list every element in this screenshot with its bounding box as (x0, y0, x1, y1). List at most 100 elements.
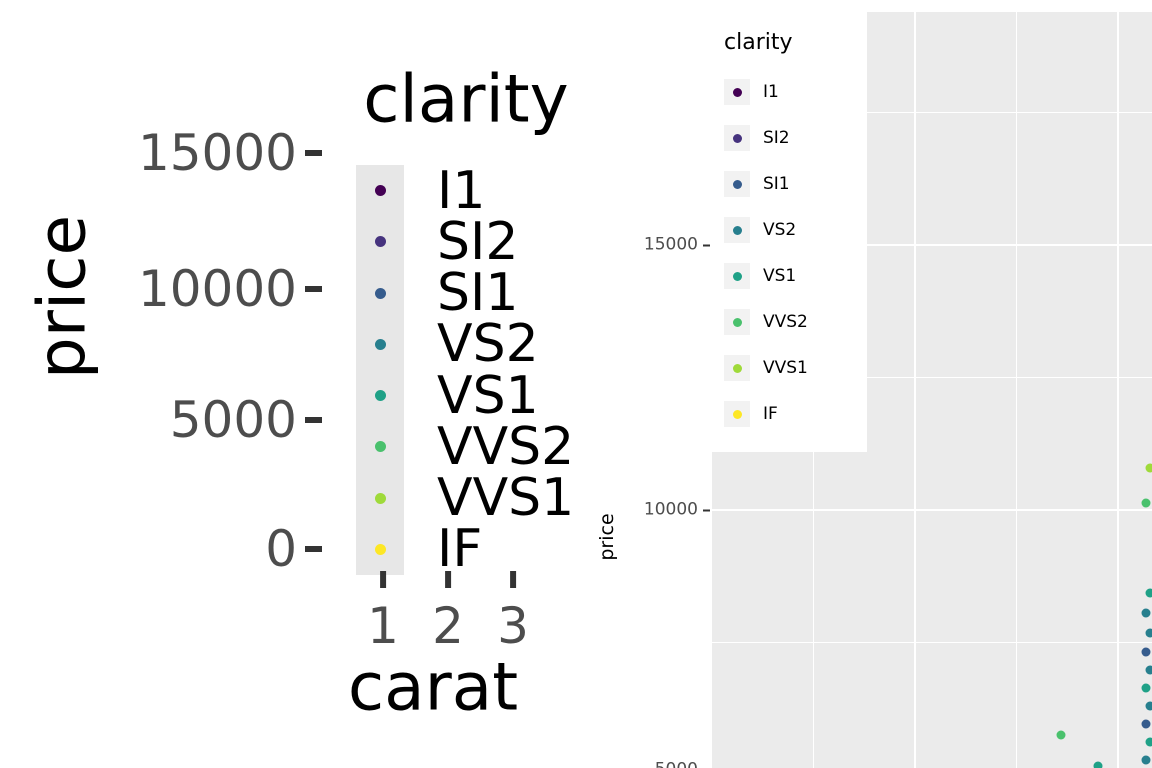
legend-key-vs1 (356, 370, 404, 422)
legend-key-si1 (356, 267, 404, 319)
left-x-axis-title: carat (347, 648, 519, 726)
legend-label: VS2 (763, 220, 797, 240)
data-point-si1 (1141, 719, 1151, 729)
right-y-tick: 10000 (598, 499, 710, 520)
legend-key (724, 309, 750, 335)
legend-item-vvs2: VVS2 (724, 299, 867, 345)
data-point-vs1 (1093, 761, 1103, 768)
legend-label: VVS2 (763, 312, 808, 332)
legend-key-si2 (356, 216, 404, 268)
legend-swatch-icon (374, 492, 386, 504)
y-tick-mark (305, 150, 322, 156)
legend-item-vs1: VS1 (724, 253, 867, 299)
legend-key-vvs1 (356, 472, 404, 524)
legend-swatch-icon (732, 409, 742, 419)
legend-key (724, 401, 750, 427)
legend-swatch-icon (374, 543, 386, 555)
legend-key (724, 125, 750, 151)
legend-key-vvs2 (356, 421, 404, 473)
right-y-axis-title: price (596, 513, 618, 561)
x-tick-label: 2 (432, 597, 464, 655)
y-tick-mark (703, 244, 710, 246)
y-tick-label: 15000 (137, 124, 297, 182)
gridline-minor (712, 112, 1152, 113)
y-tick-label: 10000 (137, 260, 297, 318)
legend-item-si1: SI1 (724, 161, 867, 207)
x-tick-label: 1 (367, 597, 399, 655)
legend-key (724, 355, 750, 381)
legend-item-if: IF (724, 391, 867, 437)
right-legend-items: I1 SI2 SI1 VS2 VS1 VVS2 VVS1 IF (724, 69, 867, 437)
y-tick-label: 0 (265, 520, 297, 578)
legend-swatch-icon (732, 271, 742, 281)
x-tick-mark (380, 571, 386, 588)
legend-swatch-icon (374, 390, 386, 402)
left-y-tick: 5000 (0, 395, 322, 445)
left-x-tick: 2 (432, 571, 464, 651)
y-tick-mark (305, 546, 322, 552)
legend-key (724, 217, 750, 243)
gridline-minor (712, 642, 1152, 643)
data-point-si1 (1141, 647, 1151, 657)
data-point-vs1 (1145, 737, 1152, 747)
left-legend-keys (356, 165, 404, 575)
legend-label: I1 (763, 82, 779, 102)
legend-label: I1 (437, 160, 486, 221)
legend-label: IF (763, 404, 778, 424)
data-point-vs1 (1145, 588, 1152, 598)
legend-key-vs2 (356, 318, 404, 370)
right-y-tick: 5000 (598, 761, 710, 768)
legend-label: SI1 (437, 263, 519, 324)
right-y-tick: 15000 (598, 234, 710, 255)
legend-swatch-icon (732, 317, 742, 327)
legend-item-i1: I1 (724, 69, 867, 115)
legend-key (724, 263, 750, 289)
legend-key-if (356, 523, 404, 575)
data-point-vvs2 (1141, 498, 1151, 508)
y-tick-mark (703, 509, 710, 511)
y-tick-label: 15000 (643, 234, 698, 255)
legend-swatch-icon (374, 287, 386, 299)
gridline-minor (1016, 12, 1017, 768)
y-tick-label: 10000 (643, 499, 698, 520)
left-legend-title: clarity (363, 60, 569, 138)
legend-label: IF (437, 519, 483, 580)
scatter-points-layer (712, 12, 1152, 768)
y-tick-label: 5000 (169, 391, 297, 449)
legend-item-vs2: VS2 (724, 207, 867, 253)
gridline-minor (712, 377, 1152, 378)
y-tick-mark (305, 286, 322, 292)
legend-label: VS1 (437, 365, 539, 426)
data-point-vs2 (1145, 701, 1152, 711)
legend-key (724, 79, 750, 105)
left-x-tick: 3 (497, 571, 529, 651)
legend-label: SI2 (763, 128, 790, 148)
x-tick-mark (510, 571, 516, 588)
legend-label: VVS1 (763, 358, 808, 378)
left-y-tick: 0 (0, 524, 322, 574)
legend-swatch-icon (732, 225, 742, 235)
legend-label: SI1 (763, 174, 790, 194)
data-point-vs1 (1141, 683, 1151, 693)
legend-label: VS1 (763, 266, 797, 286)
data-point-vs2 (1145, 665, 1152, 675)
gridline-major (712, 244, 1152, 246)
legend-item-vvs1: VVS1 (724, 345, 867, 391)
gridline-major (914, 12, 916, 768)
legend-swatch-icon (732, 133, 742, 143)
legend-swatch-icon (732, 87, 742, 97)
right-legend: clarity I1 SI2 SI1 VS2 VS1 VVS2 VVS1 IF (712, 12, 867, 452)
x-tick-label: 3 (497, 597, 529, 655)
legend-label: VS2 (437, 314, 539, 375)
legend-swatch-icon (374, 441, 386, 453)
legend-key-i1 (356, 165, 404, 217)
left-y-tick: 15000 (0, 128, 322, 178)
data-point-vs2 (1141, 755, 1151, 765)
left-y-tick: 10000 (0, 264, 322, 314)
data-point-vs2 (1141, 608, 1151, 618)
data-point-vs2 (1145, 628, 1152, 638)
legend-swatch-icon (374, 338, 386, 350)
y-tick-label: 5000 (655, 761, 698, 768)
legend-label: VVS1 (437, 468, 575, 529)
